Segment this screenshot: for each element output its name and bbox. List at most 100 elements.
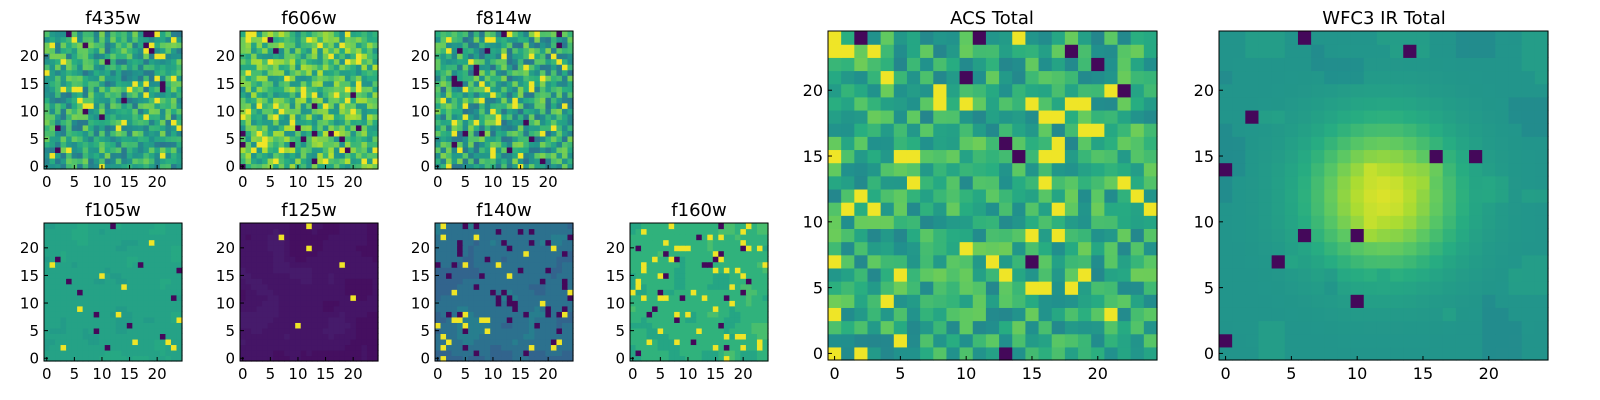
heatmap-cell xyxy=(707,234,714,241)
heatmap-cell xyxy=(657,256,664,263)
heatmap-cell xyxy=(635,256,642,263)
heatmap-cell xyxy=(355,119,363,126)
heatmap-cell xyxy=(479,228,486,235)
heatmap-cell xyxy=(176,157,183,165)
heatmap-cell xyxy=(690,283,697,290)
heatmap-cell xyxy=(468,234,475,241)
heatmap-cell xyxy=(906,267,921,282)
heatmap-cell xyxy=(723,278,730,285)
heatmap-cell xyxy=(159,289,167,296)
heatmap-cell xyxy=(262,102,269,109)
heatmap-cell xyxy=(528,327,535,334)
heatmap-cell xyxy=(355,102,363,109)
heatmap-cell xyxy=(60,119,67,126)
heatmap-cell xyxy=(435,64,442,71)
heatmap-cell xyxy=(328,102,335,109)
heatmap-cell xyxy=(641,338,648,346)
heatmap-cell xyxy=(77,75,84,82)
heatmap-cell xyxy=(110,163,117,170)
heatmap-cell xyxy=(278,135,285,142)
heatmap-cell xyxy=(652,327,659,334)
heatmap-cell xyxy=(440,163,447,170)
heatmap-cell xyxy=(972,188,987,203)
heatmap-cell xyxy=(457,294,464,301)
heatmap-cell xyxy=(685,272,692,279)
heatmap-cell xyxy=(251,97,258,104)
heatmap-cell xyxy=(333,250,340,257)
heatmap-cell xyxy=(435,349,442,357)
heatmap-cell xyxy=(251,267,258,274)
heatmap-cell xyxy=(148,102,155,109)
heatmap-cell xyxy=(55,146,62,154)
heatmap-cell xyxy=(344,245,351,252)
heatmap-cell xyxy=(143,163,150,170)
heatmap-cell xyxy=(132,130,139,137)
heatmap-cell xyxy=(115,283,122,290)
heatmap-cell xyxy=(457,322,464,329)
heatmap-cell xyxy=(154,223,161,230)
heatmap-cell xyxy=(49,108,56,115)
heatmap-cell xyxy=(344,311,351,318)
heatmap-cell xyxy=(132,108,139,115)
heatmap-cell xyxy=(854,109,869,124)
heatmap-cell xyxy=(501,327,508,334)
heatmap-cell xyxy=(484,289,491,296)
heatmap-cell xyxy=(567,261,574,268)
heatmap-cell xyxy=(60,157,67,165)
heatmap-cell xyxy=(137,261,144,268)
heatmap-cell xyxy=(528,338,535,346)
heatmap-cell xyxy=(366,261,374,268)
heatmap-cell xyxy=(854,202,869,216)
heatmap-cell xyxy=(132,223,139,230)
heatmap-cell xyxy=(93,327,100,334)
heatmap-cell xyxy=(495,102,502,109)
heatmap-cell xyxy=(712,261,719,268)
heatmap-cell xyxy=(284,130,291,137)
heatmap-cell xyxy=(82,75,89,82)
heatmap-cell xyxy=(972,320,987,335)
heatmap-cell xyxy=(77,124,84,131)
heatmap-cell xyxy=(115,97,122,104)
heatmap-cell xyxy=(1078,149,1092,164)
heatmap-cell xyxy=(457,31,464,38)
heatmap-cell xyxy=(1051,267,1066,282)
heatmap-cell xyxy=(372,80,379,87)
heatmap-cell xyxy=(344,305,351,312)
heatmap-cell xyxy=(99,327,106,334)
heatmap-cell xyxy=(77,300,84,307)
heatmap-cell xyxy=(49,267,56,274)
heatmap-cell xyxy=(126,272,133,279)
heatmap-cell xyxy=(495,344,502,351)
heatmap-cell xyxy=(567,108,574,115)
heatmap-cell xyxy=(159,327,167,334)
heatmap-cell xyxy=(880,215,895,229)
heatmap-cell xyxy=(718,228,725,235)
heatmap-cell xyxy=(495,130,502,137)
heatmap-cell xyxy=(55,311,62,318)
heatmap-cell xyxy=(88,36,95,43)
heatmap-cell xyxy=(495,124,502,131)
heatmap-cell xyxy=(972,136,987,151)
heatmap-cell xyxy=(490,344,497,351)
heatmap-cell xyxy=(723,355,730,362)
heatmap-cell xyxy=(506,289,513,296)
x-tick-label: 10 xyxy=(678,365,697,383)
heatmap-cell xyxy=(110,86,117,93)
heatmap-cell xyxy=(528,75,535,82)
heatmap-cell xyxy=(344,278,351,285)
heatmap-cell xyxy=(484,80,491,87)
heatmap-cell xyxy=(701,305,708,312)
heatmap-cell xyxy=(333,108,340,115)
heatmap-cell xyxy=(462,47,469,54)
heatmap-cell xyxy=(251,31,258,38)
heatmap-cell xyxy=(451,234,458,241)
heatmap-cell xyxy=(284,58,291,65)
heatmap-cell xyxy=(121,113,128,120)
heatmap-cell xyxy=(82,141,89,148)
heatmap-cell xyxy=(718,223,725,230)
heatmap-cell xyxy=(435,234,442,241)
heatmap-cell xyxy=(311,228,318,235)
heatmap-cell xyxy=(696,256,703,263)
heatmap-cell xyxy=(701,289,708,296)
heatmap-cell xyxy=(154,130,161,137)
